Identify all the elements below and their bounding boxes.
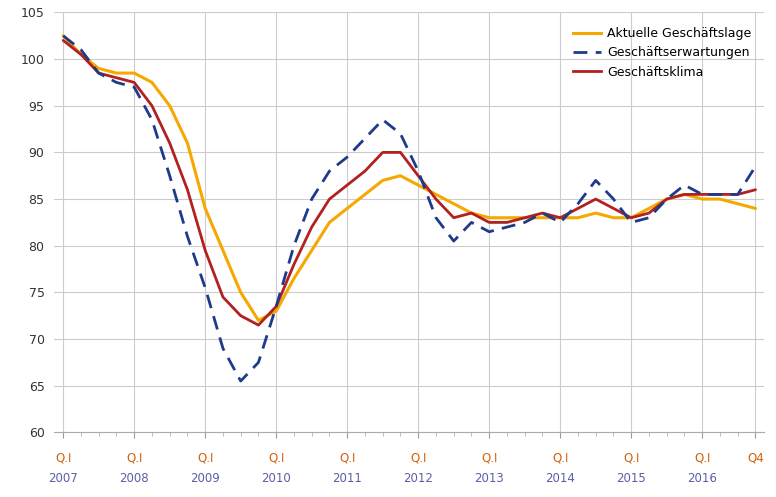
- Text: 2014: 2014: [546, 472, 575, 485]
- Text: Q.I: Q.I: [481, 451, 497, 464]
- Text: 2010: 2010: [262, 472, 291, 485]
- Text: Q4: Q4: [747, 451, 764, 464]
- Text: Q.I: Q.I: [410, 451, 426, 464]
- Text: Q.I: Q.I: [55, 451, 71, 464]
- Text: 2009: 2009: [190, 472, 220, 485]
- Text: 2016: 2016: [688, 472, 717, 485]
- Text: 2011: 2011: [332, 472, 362, 485]
- Text: 2008: 2008: [120, 472, 149, 485]
- Text: 2015: 2015: [616, 472, 646, 485]
- Text: Q.I: Q.I: [268, 451, 284, 464]
- Text: Q.I: Q.I: [694, 451, 710, 464]
- Legend: Aktuelle Geschäftslage, Geschäftserwartungen, Geschäftsklima: Aktuelle Geschäftslage, Geschäftserwartu…: [573, 27, 751, 79]
- Text: Q.I: Q.I: [197, 451, 213, 464]
- Text: Q.I: Q.I: [623, 451, 639, 464]
- Text: 2007: 2007: [48, 472, 78, 485]
- Text: 2013: 2013: [474, 472, 504, 485]
- Text: 2012: 2012: [404, 472, 433, 485]
- Text: Q.I: Q.I: [552, 451, 568, 464]
- Text: Q.I: Q.I: [339, 451, 355, 464]
- Text: Q.I: Q.I: [126, 451, 142, 464]
